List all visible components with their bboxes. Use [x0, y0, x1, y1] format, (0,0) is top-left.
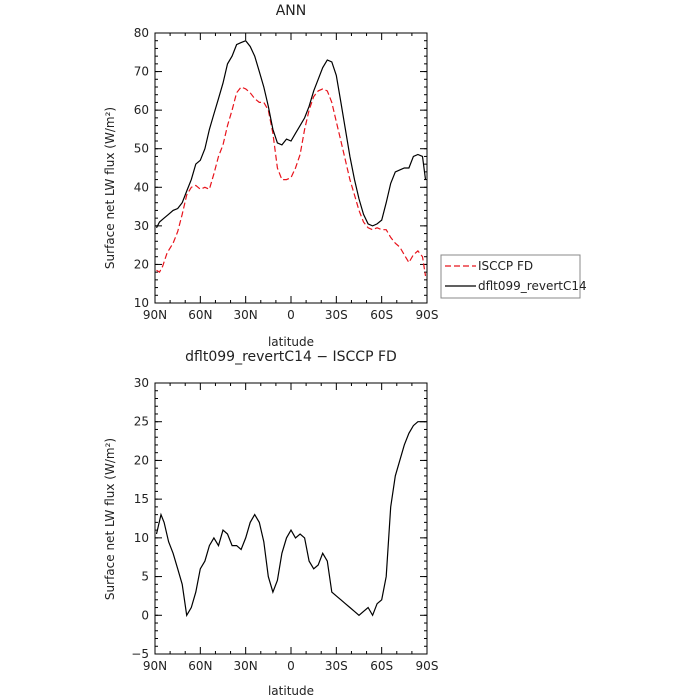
y-tick-label: 20 — [134, 257, 149, 271]
y-tick-label: 50 — [134, 142, 149, 156]
x-tick-label: 60S — [370, 659, 393, 673]
series-line-0-1 — [155, 39, 427, 229]
y-tick-label: 15 — [134, 492, 149, 506]
legend-label-isccp: ISCCP FD — [478, 259, 533, 273]
plot-frame-bottom — [154, 382, 428, 655]
y-tick-label: 80 — [134, 26, 149, 40]
series-line-1-0 — [155, 421, 426, 618]
y-tick-label: 70 — [134, 65, 149, 79]
y-tick-label: 25 — [134, 415, 149, 429]
x-tick-label: 0 — [287, 659, 295, 673]
plot-title-bottom: dflt099_revertC14 − ISCCP FD — [185, 349, 397, 365]
y-tick-label: 40 — [134, 180, 149, 194]
y-tick-label: 30 — [134, 376, 149, 390]
x-tick-label: 90N — [143, 659, 167, 673]
plot-annual-flux: ANN Surface net LW flux (W/m²) latitude … — [103, 3, 438, 349]
y-tick-label: 60 — [134, 103, 149, 117]
y-axis-title-bottom: Surface net LW flux (W/m²) — [103, 438, 117, 600]
plot-difference: dflt099_revertC14 − ISCCP FD Surface net… — [103, 349, 438, 698]
legend-box — [440, 254, 581, 299]
x-tick-label: 30S — [325, 308, 348, 322]
x-tick-label: 30N — [234, 308, 258, 322]
legend-label-model: dflt099_revertC14 — [478, 279, 587, 293]
y-tick-label: 0 — [141, 608, 149, 622]
series-line-0-0 — [156, 86, 427, 277]
x-axis-title-bottom: latitude — [268, 684, 314, 698]
x-tick-label: 60N — [188, 659, 212, 673]
x-tick-label: 30N — [234, 659, 258, 673]
plot-title-top: ANN — [276, 3, 307, 19]
legend: ISCCP FD dflt099_revertC14 — [440, 254, 587, 299]
y-tick-label: −5 — [131, 647, 149, 661]
y-tick-label: 30 — [134, 219, 149, 233]
x-tick-label: 90S — [416, 308, 439, 322]
x-tick-label: 90N — [143, 308, 167, 322]
y-tick-label: 10 — [134, 531, 149, 545]
x-tick-label: 0 — [287, 308, 295, 322]
x-tick-label: 90S — [416, 659, 439, 673]
y-tick-label: 20 — [134, 453, 149, 467]
x-axis-title-top: latitude — [268, 335, 314, 349]
y-tick-label: 5 — [141, 570, 149, 584]
x-tick-label: 30S — [325, 659, 348, 673]
x-tick-label: 60N — [188, 308, 212, 322]
plot-frame-top — [154, 32, 428, 304]
x-tick-label: 60S — [370, 308, 393, 322]
y-axis-title-top: Surface net LW flux (W/m²) — [103, 107, 117, 269]
y-tick-label: 10 — [134, 296, 149, 310]
